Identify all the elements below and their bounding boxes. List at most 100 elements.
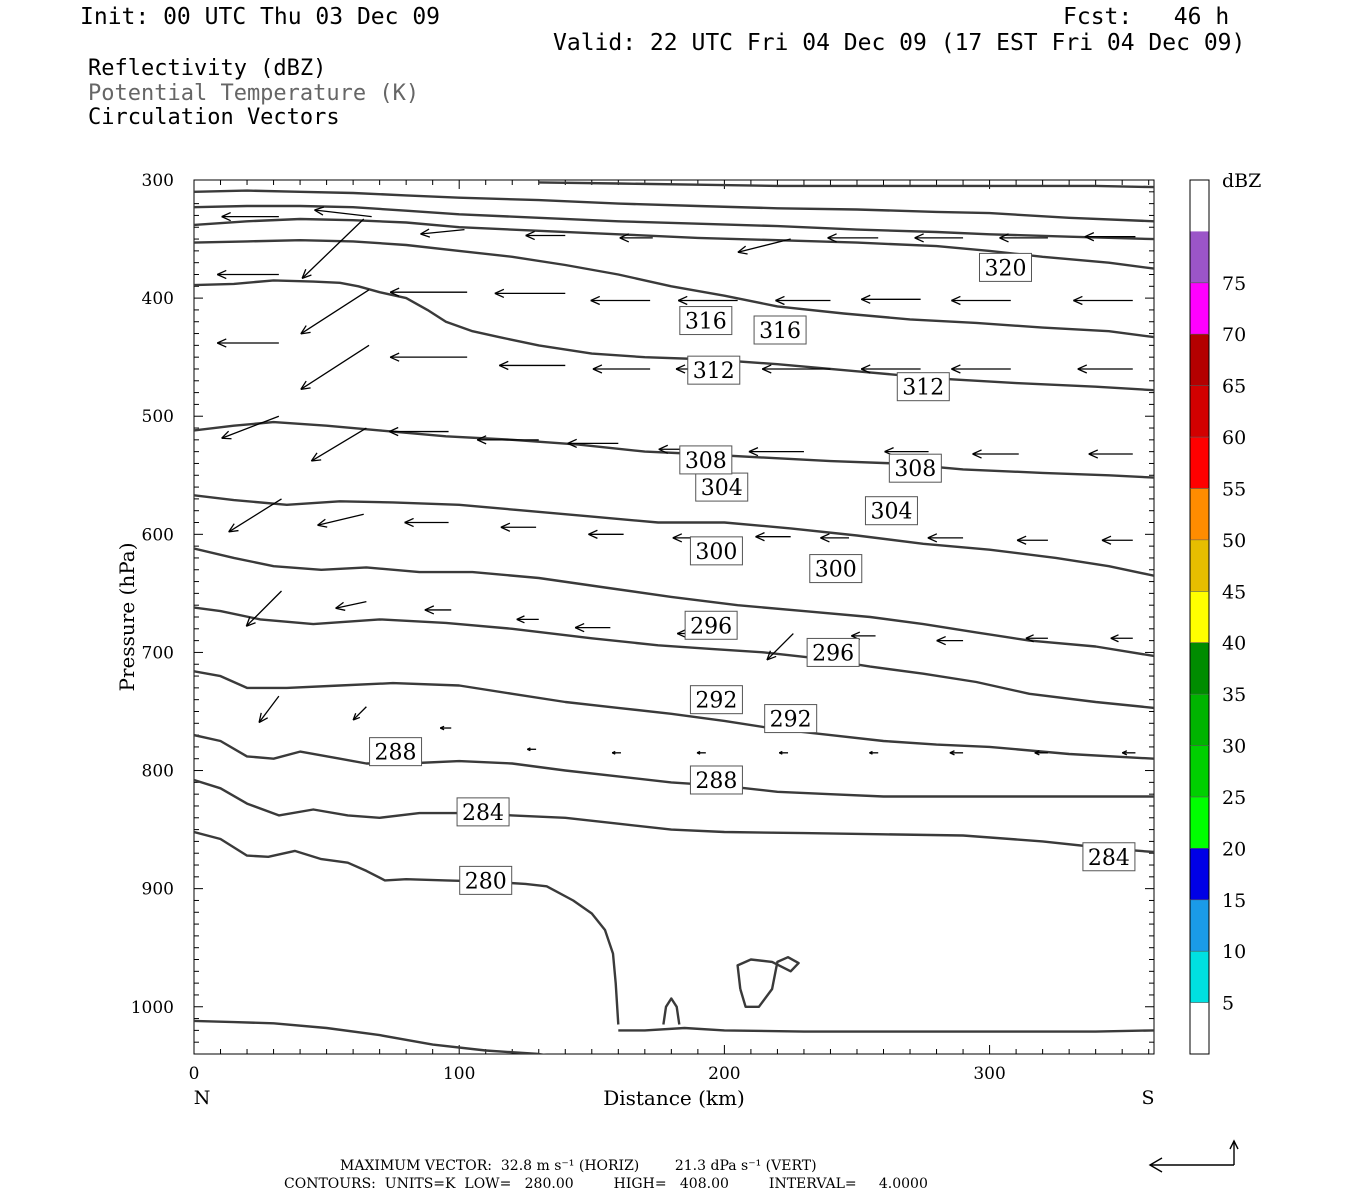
y-tick-label: 800 [142,762,174,782]
circulation-vector [245,590,282,627]
vector-head [827,237,837,243]
legend-reflectivity: Reflectivity (dBZ) [88,56,327,81]
vector-head [619,233,630,239]
vector-head [949,752,955,756]
vector-head [311,459,322,462]
vector-head [1084,232,1095,238]
colorbar-swatch [1190,591,1209,643]
colorbar-swatch [1190,488,1209,540]
contour-label-box [689,685,743,715]
circulation-vector [820,533,850,543]
vector-head [588,529,598,535]
vector-head [672,533,683,539]
vector-head [420,228,430,235]
colorbar-label: 75 [1222,273,1246,295]
vector-head [914,233,924,239]
vector-head [567,438,577,444]
colorbar-swatch [1190,899,1209,952]
circulation-vector [611,750,621,755]
contour-label-316: 316 [679,306,733,336]
circulation-vector [761,364,831,374]
vector-key-horizontal-head [1148,1157,1163,1173]
vector-head [216,273,227,280]
colorbar-label: 20 [1222,838,1246,860]
vector-head [516,618,525,624]
vector-head [216,338,227,344]
circulation-vector [424,605,452,615]
vector-head [619,237,630,243]
vector-head [1121,752,1128,756]
vector-head [1016,535,1027,541]
contour-label-text: 304 [701,476,743,501]
circulation-vector [310,427,367,462]
theta-contour-332 [538,181,1154,189]
forecast-hour: Fcst: 46 h [1063,4,1230,30]
circulation-vector [500,522,537,532]
circulation-vector [1073,295,1133,306]
x-tick-label: 200 [708,1064,740,1084]
vector-head [476,439,487,445]
vector-head [1016,539,1027,545]
contour-label-box [896,372,950,402]
contour-label-292: 292 [689,685,743,715]
theta-contour-324 [194,204,1154,241]
contour-label-box [753,315,807,345]
vector-head [228,529,239,533]
circulation-vector [527,747,537,752]
vector-head [525,234,535,241]
colorbar-swatch [1190,642,1209,695]
colorbar-swatch [1190,539,1209,592]
vector-head [221,430,230,439]
contour-label-308: 308 [679,445,733,475]
vector-head [1101,535,1112,541]
circulation-vector [588,529,624,539]
y-tick-label: 1000 [131,998,174,1018]
vector-head [314,206,325,211]
vector-head [1110,634,1119,639]
vector-head [424,609,435,615]
y-axis-label: Pressure (hPa) [115,543,139,692]
vector-head [914,237,924,243]
circulation-vector [221,211,279,222]
colorbar-title: dBZ [1222,170,1261,192]
vector-shaft [737,238,791,253]
contour-label-box [679,445,733,475]
circulation-vector [404,517,449,528]
circulation-vector [869,750,879,755]
circulation-vector [619,233,653,243]
vector-head [516,615,525,620]
x-tick-label: 0 [189,1064,200,1084]
contour-label-text: 300 [695,540,737,565]
vector-head [1088,453,1099,459]
contour-label-text: 316 [685,310,727,335]
vector-head [310,452,318,462]
vector-head [499,360,509,367]
x-axis-label: Distance (km) [603,1086,745,1110]
vector-head [352,713,357,721]
contour-label-box [764,704,818,734]
colorbar-label: 40 [1222,633,1246,655]
vector-head [1084,236,1095,242]
x-end-label-south: S [1141,1087,1154,1109]
colorbar-label: 25 [1222,787,1246,809]
contour-label-292: 292 [764,704,818,734]
contour-label-box [695,472,749,502]
circulation-vector [1034,750,1048,756]
vector-head [658,448,669,454]
vector-shaft [245,590,282,627]
contour-label-text: 308 [685,449,727,474]
vector-head [335,601,344,609]
theta-contour-328 [194,189,1154,223]
circulation-vector [949,750,964,756]
vector-head [737,245,747,253]
circulation-vector [314,206,372,218]
valid-time: Valid: 22 UTC Fri 04 Dec 09 (17 EST Fri … [553,30,1246,56]
circulation-vector [592,364,651,374]
colorbar-label: 65 [1222,376,1246,398]
colorbar-swatch [1190,180,1209,232]
y-tick-label: 900 [142,880,174,900]
vector-head [389,287,400,293]
x-tick-label: 300 [973,1064,1005,1084]
vector-head [314,209,324,216]
vector-head [317,524,328,528]
